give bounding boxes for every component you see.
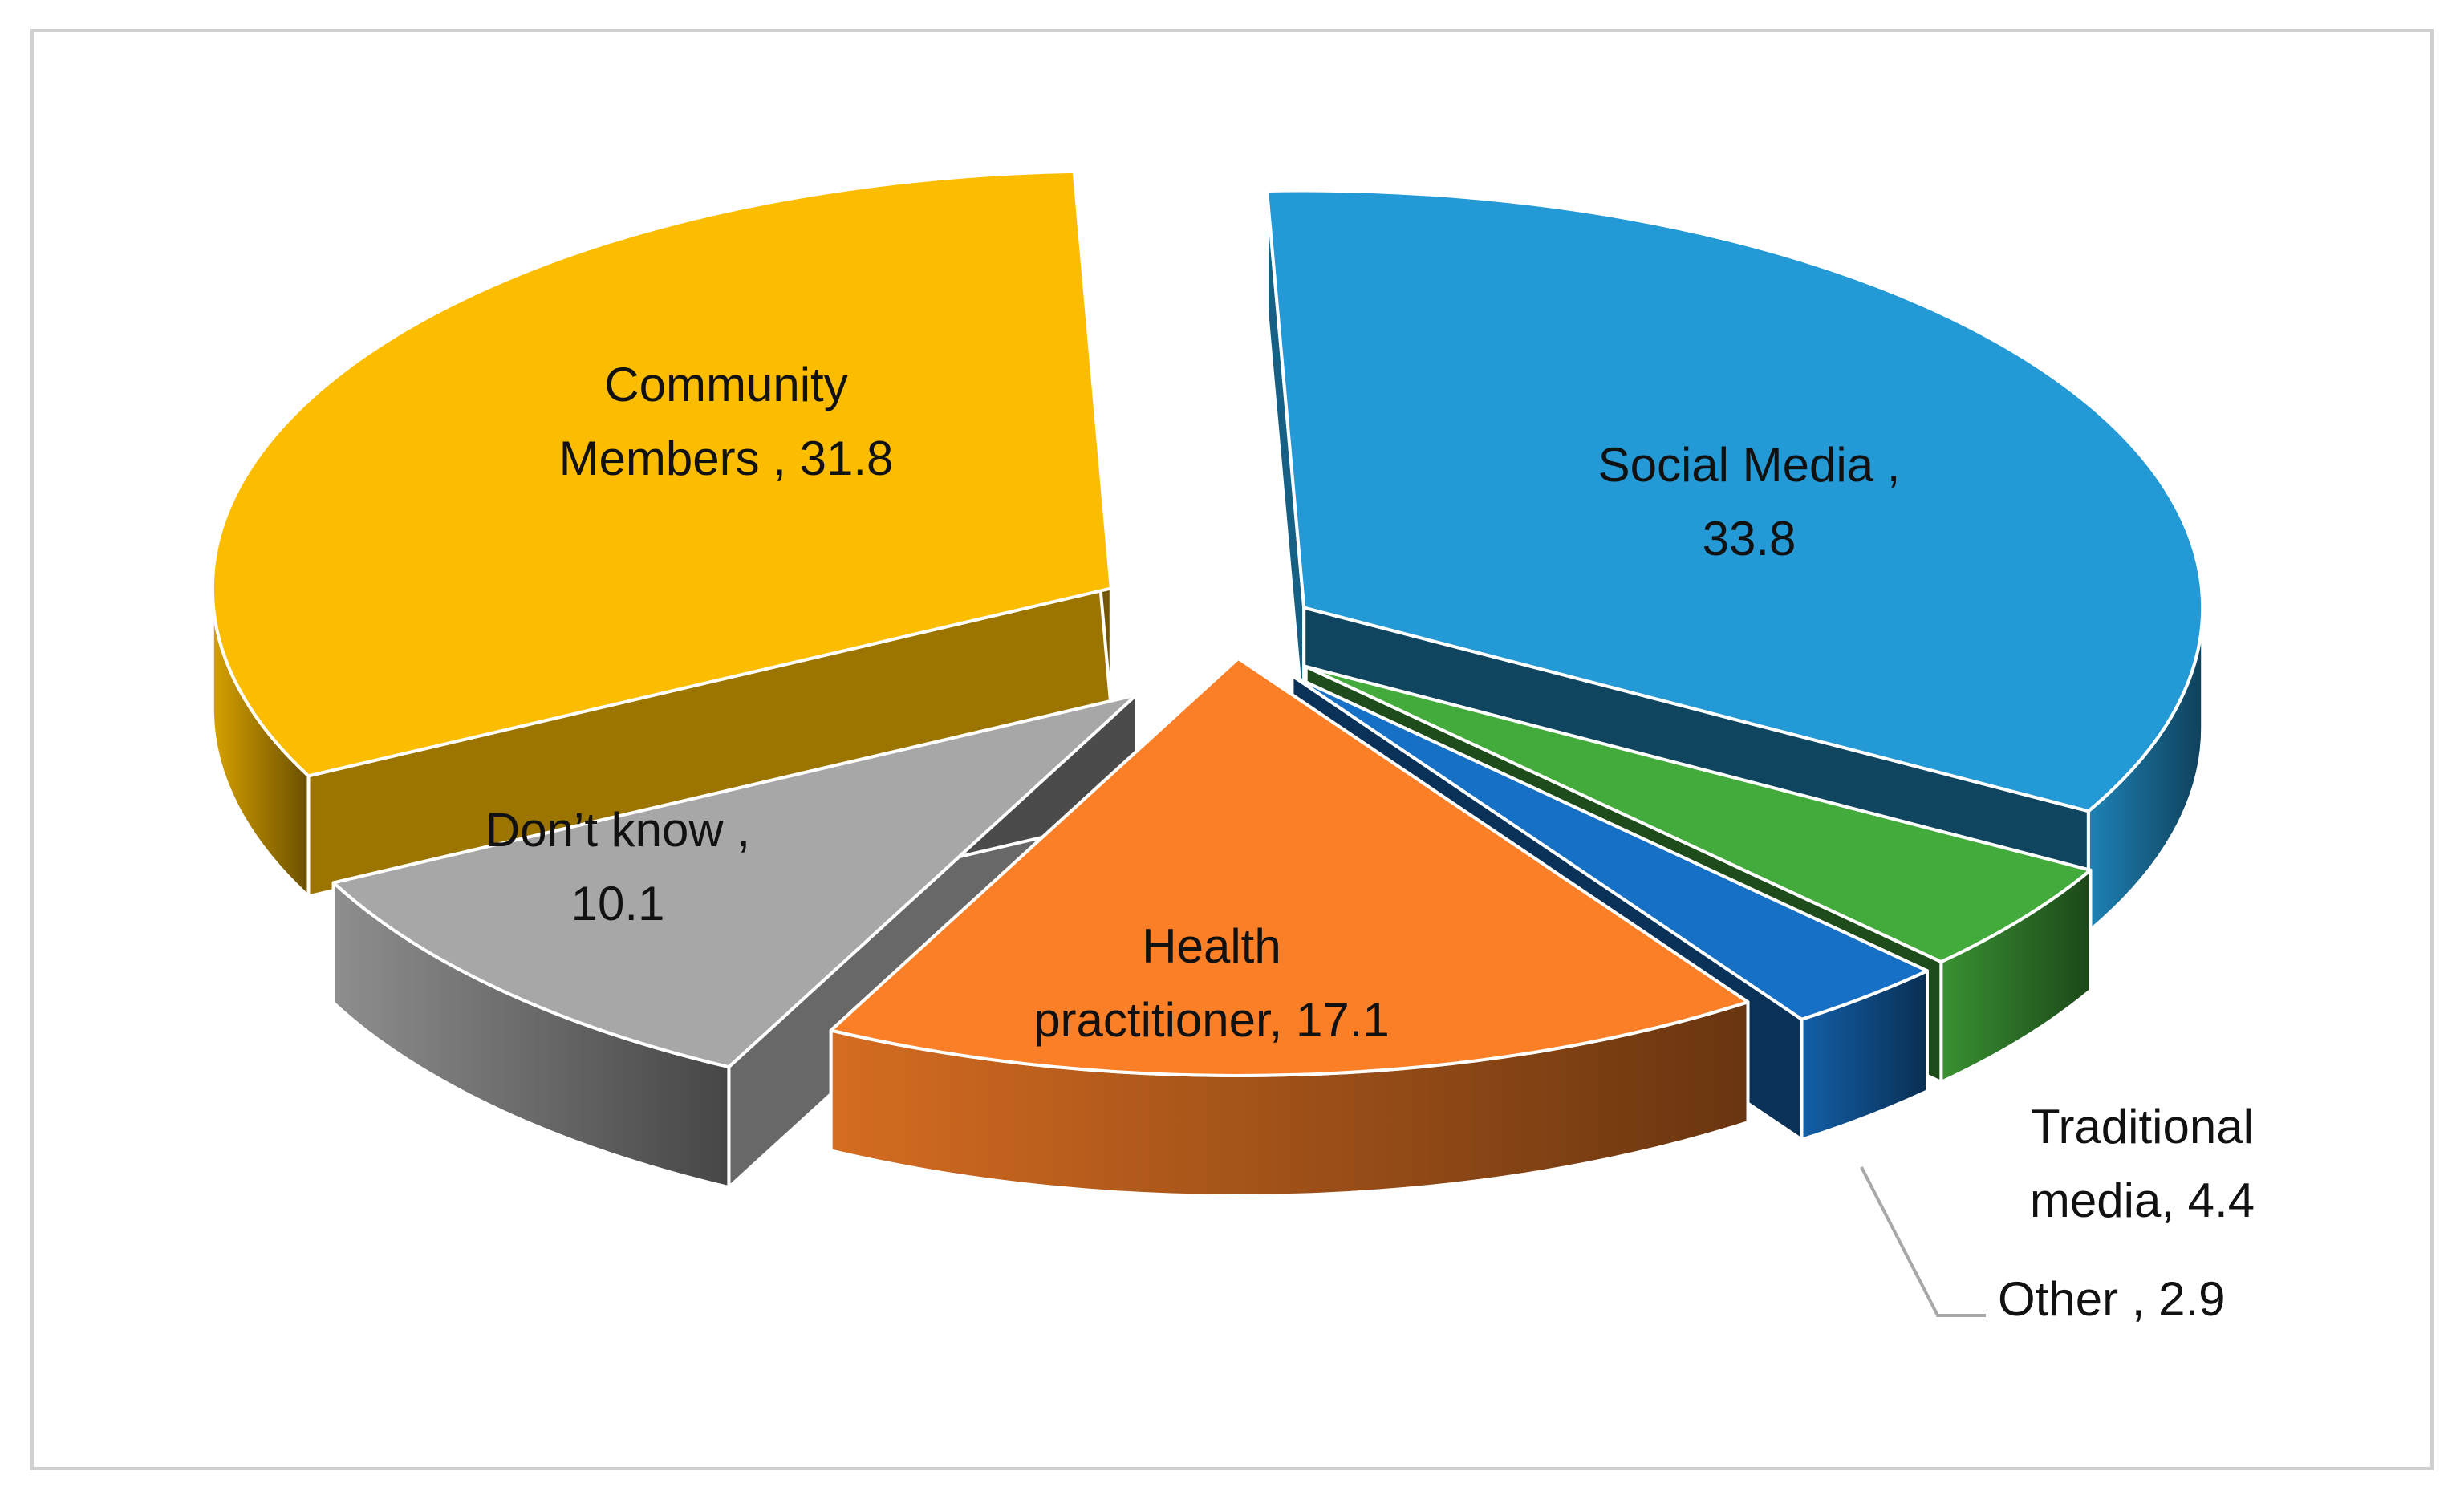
labels-layer: Social Media , 33.8 Traditional media, 4.4 O…: [485, 358, 2255, 1326]
slice-health-practitioner: [829, 656, 1750, 1198]
slice-top-face: [1265, 189, 2205, 813]
slice-community-members: [210, 169, 1113, 898]
slice-top-face: [331, 693, 1138, 1069]
slice-top-face: [1290, 674, 1929, 1021]
slice-label-other: Other , 2.9: [1998, 1272, 2225, 1326]
slice-label-social-media: Social Media , 33.8: [1598, 438, 1901, 566]
slice-label-don-t-know: Don’t know , 10.1: [485, 803, 750, 930]
slice-top-face: [829, 656, 1750, 1077]
slice-label-traditional-media: Traditional media, 4.4: [2030, 1100, 2255, 1227]
slices-layer: [210, 169, 2205, 1198]
slice-label-health-practitioner: Health practitioner, 17.1: [1033, 919, 1390, 1047]
other-leader-line: [1860, 1166, 1986, 1317]
slice-label-community-members: Community Members , 31.8: [559, 358, 894, 485]
slice-top-face: [1304, 665, 2093, 963]
slice-top-face: [210, 169, 1113, 778]
